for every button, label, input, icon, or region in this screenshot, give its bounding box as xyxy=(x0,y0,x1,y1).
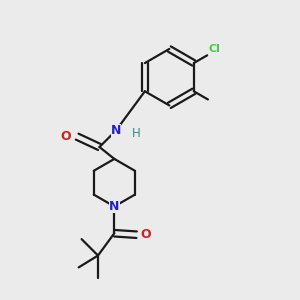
Text: N: N xyxy=(111,124,121,137)
Text: H: H xyxy=(132,127,141,140)
Text: O: O xyxy=(61,130,71,142)
Text: O: O xyxy=(140,228,151,241)
Text: Cl: Cl xyxy=(208,44,220,54)
Text: N: N xyxy=(109,200,119,213)
